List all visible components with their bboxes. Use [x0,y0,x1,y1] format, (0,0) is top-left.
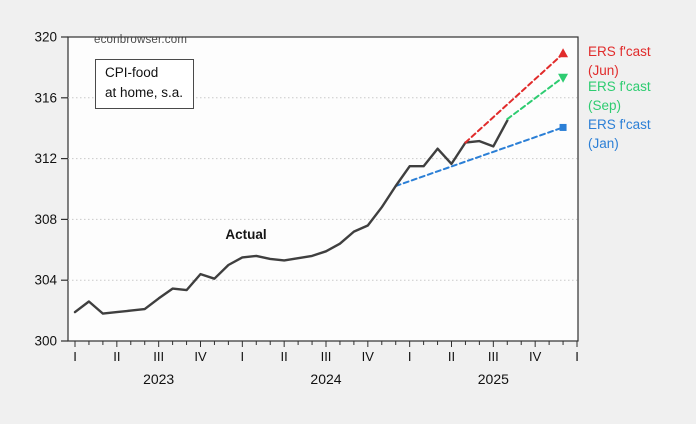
marker-ers-fcast-sep [558,73,569,83]
x-quarter-label: III [488,349,499,364]
y-tick-label: 304 [34,273,57,288]
x-quarter-label: III [153,349,164,364]
x-quarter-label: II [113,349,120,364]
y-tick-label: 312 [34,151,57,166]
y-tick-label: 300 [34,334,57,349]
x-quarter-label: IV [194,349,207,364]
legend-ers-fcast-jun: ERS f'cast (Jun) [588,42,692,80]
x-year-label: 2025 [478,371,509,387]
x-quarter-label: I [408,349,412,364]
legend-ers-fcast-jan: ERS f'cast (Jan) [588,115,692,153]
series-ers-fcast-jan-line [394,126,565,187]
legend-sublabel: (Jun) [588,63,619,78]
x-quarter-label: I [575,349,579,364]
y-tick-label: 320 [34,30,57,45]
legend-ers-fcast-sep: ERS f'cast (Sep) [588,77,692,115]
chart-title-line1: CPI-food [105,65,159,80]
legend-label: ERS f'cast [588,117,651,132]
x-quarter-label: II [281,349,288,364]
y-tick-label: 308 [34,212,57,227]
x-quarter-label: III [321,349,332,364]
marker-ers-fcast-jun [558,48,569,58]
legend-sublabel: (Jan) [588,136,619,151]
chart-title-box: CPI-food at home, s.a. [95,59,195,109]
legend-label: ERS f'cast [588,79,651,94]
x-year-label: 2024 [310,371,341,387]
chart-title-line2: at home, s.a. [105,85,184,100]
series-ers-fcast-jun-line [464,52,565,144]
x-quarter-label: I [73,349,77,364]
x-quarter-label: II [448,349,455,364]
legend-sublabel: (Sep) [588,98,622,113]
series-actual-line [73,119,509,315]
x-quarter-label: IV [529,349,542,364]
marker-ers-fcast-jan [559,123,567,131]
legend-label: ERS f'cast [588,44,651,59]
series-ers-fcast-sep-line [506,76,565,121]
watermark: econbrowser.com [94,34,188,46]
x-year-label: 2023 [143,371,174,387]
x-quarter-label: I [241,349,245,364]
y-tick-label: 316 [34,90,57,105]
actual-series-label: Actual [225,227,267,242]
x-quarter-label: IV [362,349,375,364]
